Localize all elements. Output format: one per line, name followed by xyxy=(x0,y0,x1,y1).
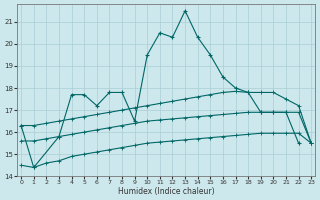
X-axis label: Humidex (Indice chaleur): Humidex (Indice chaleur) xyxy=(118,187,214,196)
